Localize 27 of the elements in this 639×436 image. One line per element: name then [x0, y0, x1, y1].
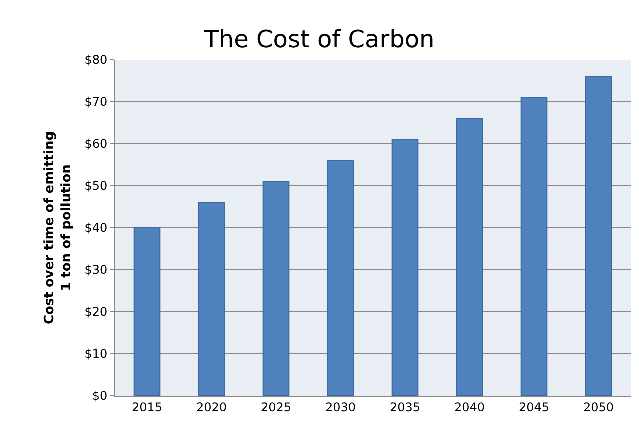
bar: [456, 118, 484, 396]
x-tick-label: 2050: [583, 400, 614, 414]
bar: [327, 160, 354, 396]
y-tick-label: $50: [84, 179, 108, 194]
bar: [585, 76, 612, 396]
y-tick-label: $80: [84, 53, 108, 68]
x-tick-label: 2020: [196, 400, 228, 414]
x-tick-label: 2015: [132, 400, 163, 414]
bar: [198, 202, 226, 396]
bar: [262, 181, 290, 396]
x-tick-label: 2030: [325, 400, 356, 414]
y-tick-label: $10: [84, 347, 108, 362]
y-tick-label: $0: [92, 389, 108, 404]
x-tick-label: 2040: [454, 400, 486, 414]
bar: [520, 97, 548, 396]
y-axis-title: Cost over time of emitting 1 ton of pollution: [42, 131, 75, 325]
y-tick-label: $60: [84, 137, 108, 152]
chart-title: The Cost of Carbon: [203, 25, 435, 54]
x-tick-label: 2035: [390, 400, 421, 414]
y-tick-label: $40: [84, 221, 108, 236]
x-tick-label: 2045: [518, 400, 550, 414]
bar: [134, 228, 161, 396]
y-tick-label: $30: [84, 263, 108, 278]
bar: [392, 139, 419, 396]
x-tick-label: 2025: [260, 400, 292, 414]
y-tick-label: $70: [84, 95, 108, 110]
y-tick-label: $20: [84, 305, 108, 320]
